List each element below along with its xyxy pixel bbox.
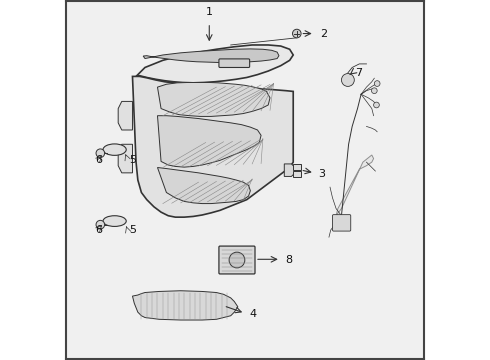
Text: 1: 1	[206, 8, 213, 18]
Text: 3: 3	[318, 168, 325, 179]
Text: 6: 6	[95, 156, 102, 165]
Text: 8: 8	[285, 255, 292, 265]
Circle shape	[229, 252, 245, 268]
Circle shape	[293, 29, 301, 38]
Text: 5: 5	[129, 156, 136, 165]
Circle shape	[373, 102, 379, 108]
Circle shape	[371, 88, 377, 94]
Ellipse shape	[103, 216, 126, 226]
Circle shape	[96, 149, 104, 157]
Polygon shape	[118, 102, 132, 130]
FancyBboxPatch shape	[333, 215, 351, 231]
Circle shape	[342, 73, 354, 86]
Polygon shape	[157, 116, 261, 167]
Polygon shape	[132, 291, 238, 320]
Bar	[293, 164, 301, 170]
FancyBboxPatch shape	[219, 246, 255, 274]
Text: 4: 4	[249, 309, 256, 319]
Circle shape	[374, 81, 380, 86]
Polygon shape	[157, 82, 270, 116]
Text: 5: 5	[129, 225, 136, 235]
Polygon shape	[118, 144, 132, 173]
Polygon shape	[143, 49, 279, 63]
Polygon shape	[336, 155, 373, 216]
Polygon shape	[136, 45, 293, 83]
FancyBboxPatch shape	[219, 59, 249, 67]
Text: 7: 7	[355, 68, 362, 78]
Polygon shape	[157, 167, 250, 203]
Bar	[293, 171, 301, 177]
Polygon shape	[132, 76, 293, 217]
Circle shape	[96, 220, 104, 229]
Ellipse shape	[103, 144, 126, 156]
Polygon shape	[284, 164, 295, 176]
Text: 6: 6	[95, 225, 102, 235]
Text: 2: 2	[320, 28, 327, 39]
